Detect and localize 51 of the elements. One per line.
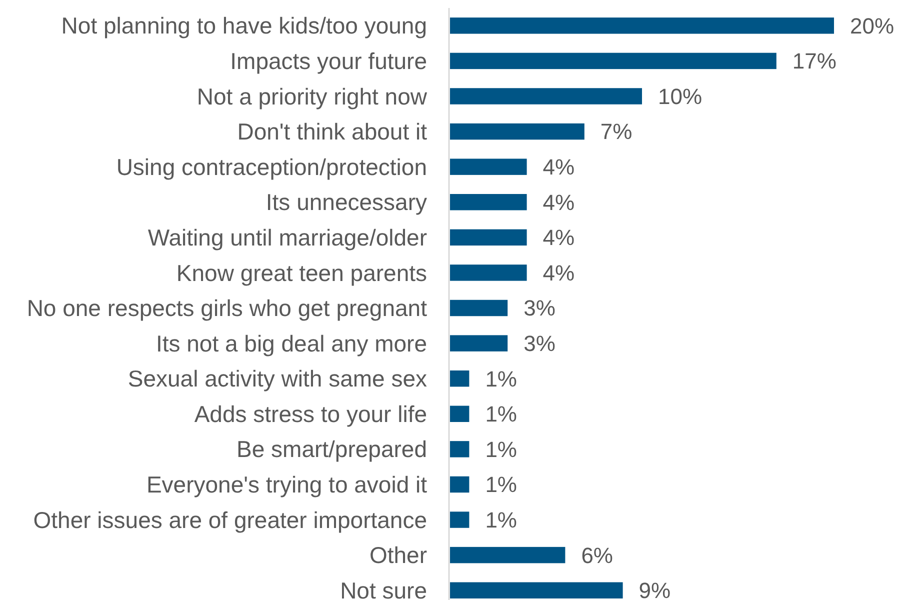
bar bbox=[450, 194, 527, 210]
data-label: 7% bbox=[600, 119, 632, 144]
data-label: 3% bbox=[524, 330, 556, 356]
data-label: 3% bbox=[524, 296, 556, 321]
bar bbox=[450, 229, 527, 246]
data-label: 1% bbox=[485, 507, 517, 532]
y-tick-label: Its not a big deal any more bbox=[156, 330, 427, 356]
bar bbox=[450, 370, 470, 387]
y-tick-label: Know great teen parents bbox=[176, 260, 427, 286]
bar bbox=[450, 300, 508, 316]
y-tick-label: Using contraception/protection bbox=[116, 154, 427, 180]
y-tick-label: Be smart/prepared bbox=[236, 436, 427, 462]
data-label: 9% bbox=[638, 578, 671, 600]
data-label: 6% bbox=[581, 542, 613, 568]
y-tick-label: Other bbox=[369, 542, 428, 568]
data-label: 10% bbox=[658, 84, 702, 109]
data-label: 20% bbox=[850, 13, 894, 38]
bar bbox=[450, 512, 470, 528]
data-label: 1% bbox=[485, 472, 517, 498]
y-tick-label: Don't think about it bbox=[237, 118, 428, 145]
bar bbox=[450, 264, 527, 281]
y-tick-label: Its unnecessary bbox=[266, 189, 428, 216]
bar bbox=[450, 546, 566, 564]
y-tick-label: Everyone's trying to avoid it bbox=[146, 472, 428, 498]
y-tick-label: Other issues are of greater importance bbox=[33, 506, 427, 533]
bar bbox=[450, 441, 470, 458]
bar bbox=[450, 582, 623, 598]
y-tick-label: Waiting until marriage/older bbox=[148, 224, 428, 250]
data-label: 1% bbox=[485, 402, 517, 427]
bar bbox=[450, 88, 642, 104]
y-tick-label: Sexual activity with same sex bbox=[128, 366, 428, 392]
y-tick-label: Not planning to have kids/too young bbox=[61, 12, 427, 39]
y-tick-label: Impacts your future bbox=[230, 48, 427, 74]
data-label: 1% bbox=[485, 366, 517, 392]
data-label: 17% bbox=[792, 48, 836, 74]
y-tick-label: Not sure bbox=[340, 577, 427, 600]
bar bbox=[450, 476, 470, 493]
bar bbox=[450, 158, 527, 175]
data-label: 1% bbox=[485, 436, 517, 462]
bar bbox=[450, 123, 584, 140]
y-tick-label: Adds stress to your life bbox=[194, 400, 427, 427]
bar bbox=[450, 18, 834, 34]
data-label: 4% bbox=[542, 190, 575, 215]
bar bbox=[450, 52, 776, 70]
y-tick-label: Not a priority right now bbox=[196, 83, 428, 110]
bar bbox=[450, 335, 508, 352]
data-label: 4% bbox=[542, 154, 575, 180]
bar bbox=[450, 406, 470, 422]
y-tick-label: No one respects girls who get pregnant bbox=[26, 295, 428, 322]
data-label: 4% bbox=[542, 260, 575, 286]
data-label: 4% bbox=[542, 225, 575, 250]
